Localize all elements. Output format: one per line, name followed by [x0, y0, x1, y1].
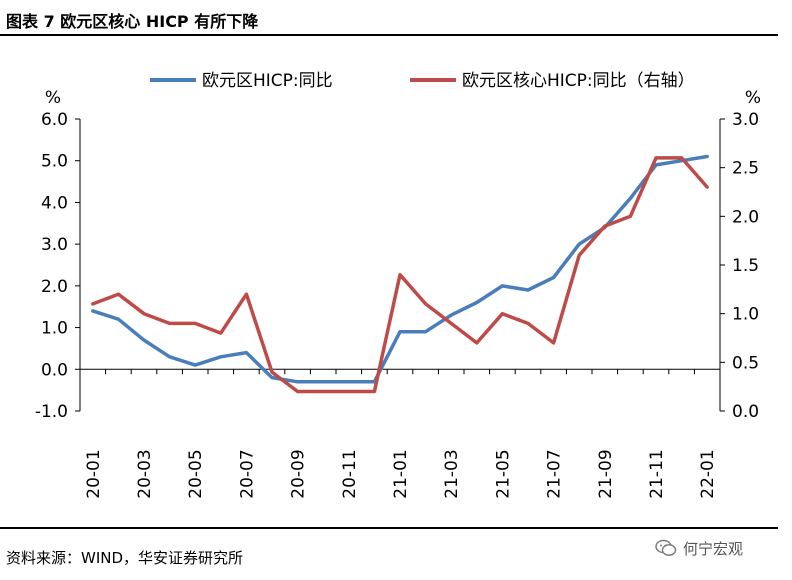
legend-label: 欧元区HICP:同比 [202, 71, 333, 91]
y-right-tick-label: 2.5 [732, 159, 759, 179]
series-lines [91, 154, 709, 394]
y-left-tick-label: 5.0 [41, 152, 68, 172]
x-tick-label: 22-01 [698, 449, 718, 498]
y-left-tick-label: 0.0 [41, 360, 68, 380]
series-line-core-hicp [91, 156, 709, 394]
x-tick-label: 20-03 [135, 449, 155, 498]
x-tick-label: 21-05 [493, 449, 513, 498]
x-tick-label: 20-01 [84, 449, 104, 498]
line-chart: 欧元区HICP:同比 欧元区核心HICP:同比（右轴） -1.0 0.0 1.0 2.0… [35, 71, 761, 499]
y-right-tick-label: 0.0 [732, 402, 759, 422]
y-right-tick-label: 3.0 [732, 110, 759, 130]
source-note: 资料来源：WIND，华安证券研究所 [6, 549, 244, 567]
y-left-tick-label: 4.0 [41, 193, 68, 213]
x-tick-label: 21-03 [442, 449, 462, 498]
y-right-tick-label: 1.5 [732, 256, 759, 276]
y-left-tick-label: 1.0 [41, 319, 68, 339]
y-right-tick-label: 2.0 [732, 207, 759, 227]
y-left-tick-label: 2.0 [41, 277, 68, 297]
y-right-unit: % [745, 88, 761, 108]
x-tick-label: 20-07 [237, 449, 257, 498]
y-left-tick-label: -1.0 [35, 402, 68, 422]
x-tick-label: 21-07 [545, 449, 565, 498]
y-left-tick-label: 3.0 [41, 235, 68, 255]
legend: 欧元区HICP:同比 欧元区核心HICP:同比（右轴） [150, 71, 695, 91]
bottom-divider [0, 527, 778, 529]
y-right-tick-label: 0.5 [732, 353, 759, 373]
x-tick-label: 20-11 [340, 449, 360, 498]
x-tick-label: 21-09 [596, 449, 616, 498]
chart-title: 图表 7 欧元区核心 HICP 有所下降 [6, 12, 259, 31]
y-left-tick-label: 6.0 [41, 110, 68, 130]
watermark: 何宁宏观 [655, 535, 775, 561]
legend-label: 欧元区核心HICP:同比（右轴） [462, 71, 695, 91]
wechat-icon [655, 539, 677, 556]
series-line-hicp [91, 154, 709, 384]
x-tick-label: 21-01 [391, 449, 411, 498]
axes: -1.0 0.0 1.0 2.0 3.0 4.0 5.0 6.0 0.0 0.5 1.0 1.5 2.0… [35, 88, 761, 499]
x-tick-label: 20-09 [289, 449, 309, 498]
watermark-text: 何宁宏观 [683, 539, 744, 558]
top-divider [0, 34, 778, 36]
y-left-unit: % [45, 88, 61, 108]
y-right-tick-label: 1.0 [732, 305, 759, 325]
x-tick-label: 20-05 [186, 449, 206, 498]
x-tick-label: 21-11 [647, 449, 667, 498]
